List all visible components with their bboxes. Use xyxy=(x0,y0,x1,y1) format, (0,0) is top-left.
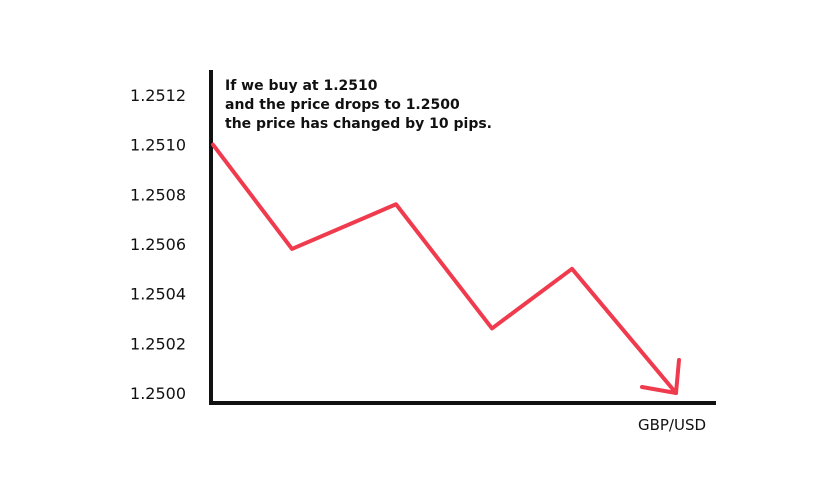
annotation-line-1: If we buy at 1.2510 xyxy=(225,78,378,94)
y-tick-label: 1.2510 xyxy=(130,136,186,155)
annotation-line-3: the price has changed by 10 pips. xyxy=(225,116,492,132)
annotation-line-2: and the price drops to 1.2500 xyxy=(225,97,460,113)
y-axis-tick-labels: 1.2500 1.2502 1.2504 1.2506 1.2508 1.2510 1.25… xyxy=(130,86,186,403)
y-tick-label: 1.2506 xyxy=(130,235,186,254)
y-tick-label: 1.2500 xyxy=(130,384,186,403)
y-tick-label: 1.2502 xyxy=(130,334,186,353)
data-point xyxy=(394,202,398,206)
y-tick-label: 1.2508 xyxy=(130,185,186,204)
arrow-head-icon xyxy=(640,358,681,395)
data-point xyxy=(290,247,294,251)
data-point xyxy=(211,143,215,147)
y-tick-label: 1.2504 xyxy=(130,285,186,304)
data-point xyxy=(490,326,494,330)
y-tick-label: 1.2512 xyxy=(130,86,186,105)
price-line xyxy=(211,142,678,395)
data-point xyxy=(570,267,574,271)
x-axis-label: GBP/USD xyxy=(638,416,706,434)
